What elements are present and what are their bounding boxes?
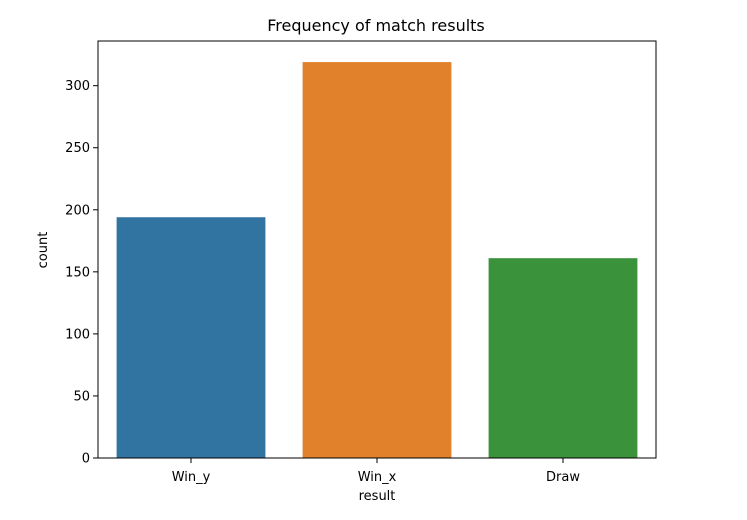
x-tick-label: Win_y bbox=[172, 470, 211, 485]
x-tick-label: Win_x bbox=[358, 470, 397, 485]
y-tick-label: 300 bbox=[65, 79, 90, 94]
bars-group bbox=[116, 62, 638, 459]
bar-win-x bbox=[302, 62, 452, 459]
y-tick-label: 250 bbox=[65, 141, 90, 156]
chart-title: Frequency of match results bbox=[267, 16, 485, 35]
y-axis-label: count bbox=[36, 232, 51, 269]
y-tick-label: 100 bbox=[65, 327, 90, 342]
y-tick-label: 150 bbox=[65, 265, 90, 280]
x-tick-label: Draw bbox=[546, 470, 580, 485]
x-axis-label: result bbox=[359, 489, 396, 504]
y-tick-label: 0 bbox=[82, 452, 90, 467]
y-axis: 0 50 100 150 200 250 300 bbox=[65, 79, 98, 467]
x-axis: Win_y Win_x Draw bbox=[172, 458, 580, 485]
bar-win-y bbox=[116, 217, 266, 458]
y-tick-label: 200 bbox=[65, 203, 90, 218]
y-tick-label: 50 bbox=[73, 389, 90, 404]
bar-draw bbox=[488, 258, 638, 458]
